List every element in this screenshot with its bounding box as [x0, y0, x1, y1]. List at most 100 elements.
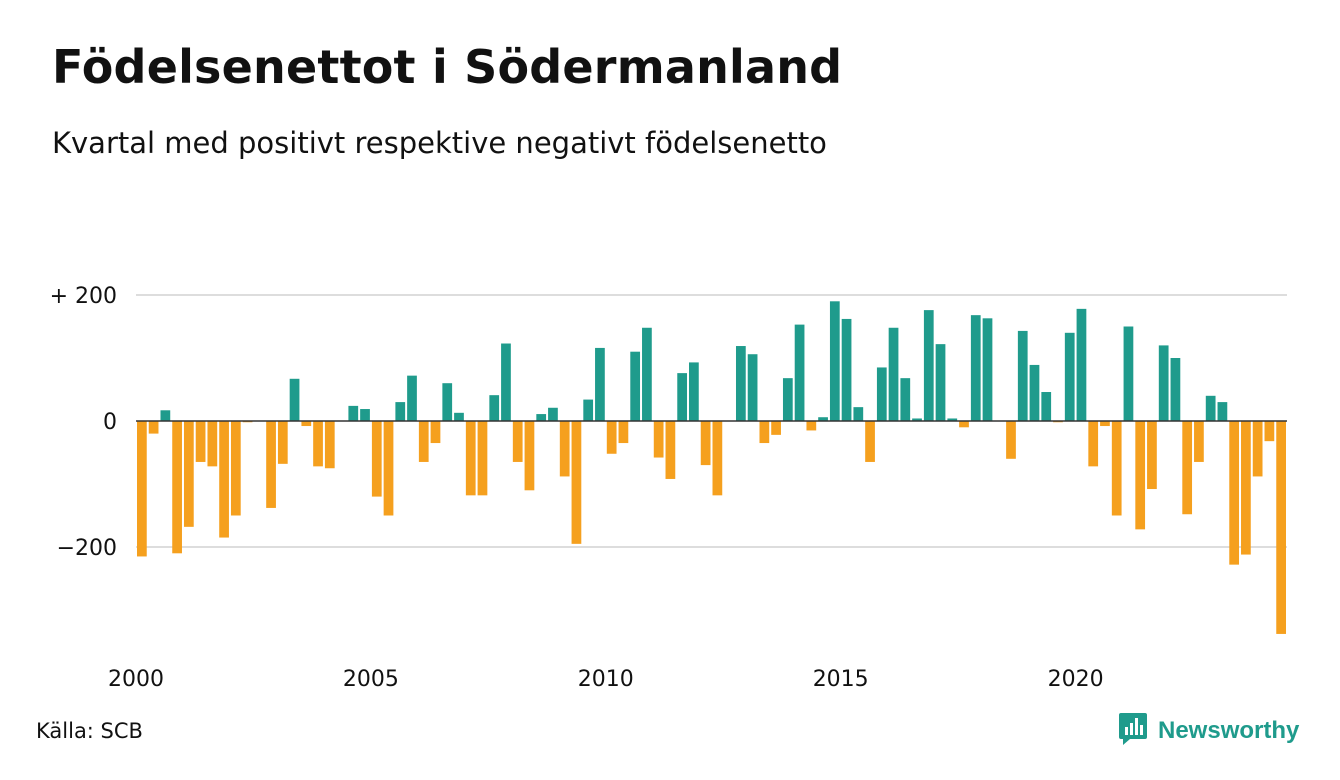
bar: [536, 414, 547, 421]
bar: [195, 421, 206, 462]
bar: [1252, 421, 1263, 477]
bar: [1088, 421, 1099, 467]
bar: [383, 421, 394, 516]
chart-title: Födelsenettot i Södermanland: [52, 40, 843, 94]
bar: [442, 383, 453, 421]
x-tick-label: 2015: [813, 667, 869, 692]
bar: [595, 347, 605, 421]
bar: [1123, 326, 1134, 421]
bar: [606, 421, 617, 454]
y-tick-label: −200: [57, 536, 117, 561]
bar: [418, 421, 429, 462]
bar: [324, 421, 335, 469]
brand-name: Newsworthy: [1158, 717, 1300, 744]
bar: [1006, 421, 1016, 459]
bar: [583, 399, 594, 421]
bar: [407, 375, 417, 421]
x-tick-label: 2010: [578, 667, 634, 692]
bar: [1205, 395, 1216, 421]
bar: [465, 421, 476, 496]
bar: [630, 351, 641, 421]
bar: [912, 418, 922, 421]
bar: [1170, 358, 1181, 421]
bar-chart: + 200 0 −200 2000 2005 2010 2015 2020: [50, 284, 1287, 692]
bar: [700, 421, 711, 466]
bar: [207, 421, 218, 467]
bar: [653, 421, 664, 458]
bar: [1100, 421, 1110, 427]
bar: [1264, 421, 1275, 442]
bar: [360, 409, 370, 421]
bar: [689, 362, 699, 421]
bar: [489, 395, 500, 421]
bar: [524, 421, 535, 491]
bar: [853, 407, 864, 421]
bar: [313, 421, 323, 467]
bar: [947, 418, 958, 421]
bar: [1076, 308, 1087, 421]
bar: [501, 343, 511, 421]
bar: [371, 421, 382, 497]
bar: [865, 421, 875, 462]
bar: [1158, 345, 1169, 421]
bar: [512, 421, 523, 462]
x-tick-label: 2005: [343, 667, 399, 692]
bar: [782, 378, 793, 421]
bar: [559, 421, 570, 477]
bar: [1147, 421, 1157, 490]
x-tick-label: 2020: [1048, 667, 1104, 692]
bar: [794, 324, 805, 421]
bar: [148, 421, 159, 434]
bar: [430, 421, 441, 444]
chart-subtitle: Kvartal med positivt respektive negativt…: [52, 126, 827, 160]
bar: [548, 407, 558, 421]
bar: [395, 402, 406, 421]
bar: [219, 421, 229, 538]
source-note: Källa: SCB: [36, 719, 143, 743]
bar: [876, 367, 887, 421]
bar: [712, 421, 723, 496]
bar: [923, 310, 934, 421]
bar: [1111, 421, 1122, 516]
bar: [172, 421, 182, 554]
bar: [289, 378, 300, 421]
bar: [454, 412, 464, 421]
bar: [1276, 421, 1286, 634]
bar: [1217, 402, 1228, 421]
bar: [183, 421, 194, 527]
bar: [1064, 332, 1075, 421]
bar: [618, 421, 629, 444]
bar: [137, 421, 147, 557]
bar: [1017, 330, 1028, 421]
bar: [1182, 421, 1193, 515]
bar: [160, 410, 171, 421]
bar: [1135, 421, 1146, 530]
bar: [759, 421, 770, 444]
bar: [1041, 392, 1052, 421]
bar: [642, 327, 652, 421]
bar: [571, 421, 582, 544]
bar: [959, 421, 969, 428]
bar: [230, 421, 241, 516]
y-tick-label: + 200: [50, 284, 117, 309]
bar: [888, 327, 899, 421]
bar: [900, 378, 911, 421]
x-tick-label: 2000: [108, 667, 164, 692]
bar: [747, 354, 758, 421]
bar: [1241, 421, 1251, 555]
bar: [266, 421, 276, 508]
bar: [1194, 421, 1204, 462]
bar-chart-speech-bubble-icon: [1118, 712, 1148, 750]
bar: [1029, 364, 1040, 421]
bar: [818, 417, 828, 421]
y-tick-label: 0: [103, 410, 117, 435]
bar: [1229, 421, 1240, 565]
bar: [277, 421, 288, 464]
bar: [301, 421, 312, 427]
bar: [841, 318, 852, 421]
bar: [735, 346, 746, 421]
bar: [806, 421, 817, 431]
bar: [665, 421, 676, 479]
bar: [348, 405, 359, 421]
bar: [829, 301, 840, 421]
